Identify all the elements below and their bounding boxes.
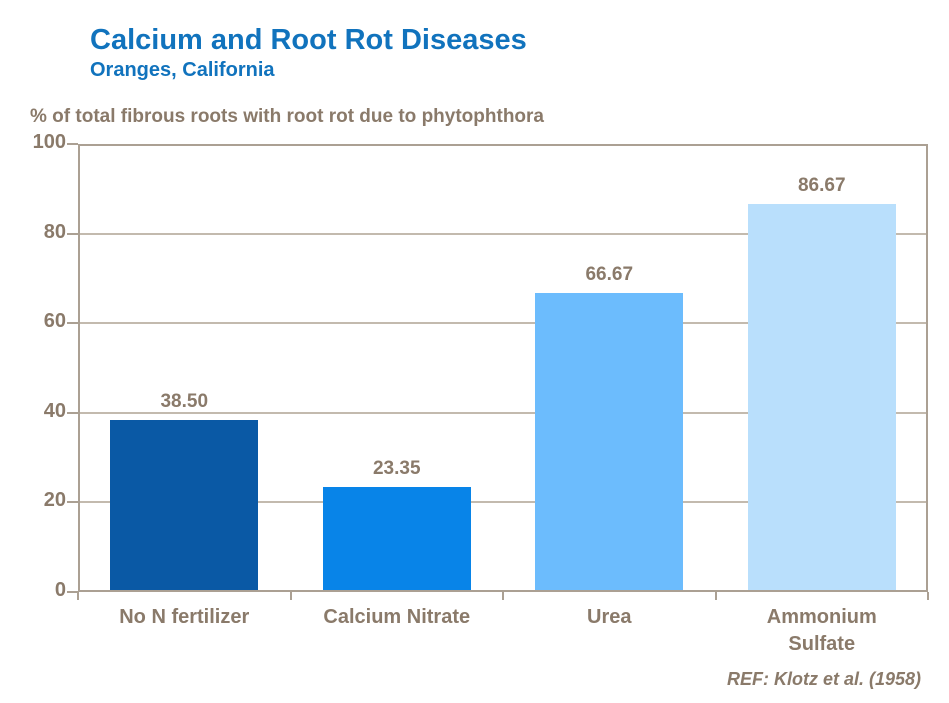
x-axis-line (78, 590, 928, 592)
x-category-label: Urea (587, 606, 632, 628)
bar-no-n-fertilizer (110, 419, 259, 592)
y-tick-label: 20 (43, 489, 66, 512)
x-axis-tick (502, 592, 504, 600)
x-axis-tick (927, 592, 929, 600)
y-tick-label: 40 (43, 399, 66, 422)
x-axis-tick (289, 592, 292, 600)
bar-value-label: 86.67 (797, 174, 846, 196)
bar-urea (535, 293, 684, 592)
y-axis-tick (67, 232, 78, 235)
y-axis-title: % of total fibrous roots with root rot d… (30, 106, 544, 127)
y-tick-label: 0 (54, 579, 66, 601)
y-tick-label: 80 (43, 220, 66, 243)
x-axis-tick (77, 592, 79, 600)
bar-value-label: 66.67 (585, 264, 634, 286)
x-category-label: Calcium Nitrate (323, 606, 471, 628)
gridline (78, 411, 928, 414)
y-axis-tick (67, 322, 78, 325)
bar-calcium-nitrate (322, 487, 471, 592)
gridline (78, 322, 928, 325)
y-axis-tick (67, 143, 78, 145)
bar-value-label: 23.35 (372, 458, 421, 480)
y-axis-tick (67, 591, 78, 593)
plot-border-top (78, 144, 928, 146)
plot-border-left (78, 144, 80, 592)
y-axis-tick (67, 501, 78, 504)
y-tick-label: 60 (43, 310, 66, 333)
gridline (78, 232, 928, 235)
gridline (78, 501, 928, 504)
y-axis-tick (67, 411, 78, 414)
chart-title: Calcium and Root Rot Diseases (90, 24, 527, 56)
reference-note: REF: Klotz et al. (1958) (726, 669, 921, 689)
x-axis-tick (714, 592, 717, 600)
bar-ammonium-sulfate (747, 203, 896, 592)
x-axis-labels: No N fertilizer Calcium Nitrate Urea Ammoni… (78, 604, 928, 658)
x-category-label: No N fertilizer (119, 606, 250, 628)
chart-subtitle: Oranges, California (90, 59, 275, 81)
bar-value-label: 38.50 (160, 390, 209, 412)
plot-area: 38.50 23.35 66.67 86.67 (78, 144, 928, 592)
x-category-label: Ammonium Sulfate (766, 606, 877, 655)
plot-border-right (926, 144, 928, 592)
y-tick-label: 100 (32, 131, 66, 153)
